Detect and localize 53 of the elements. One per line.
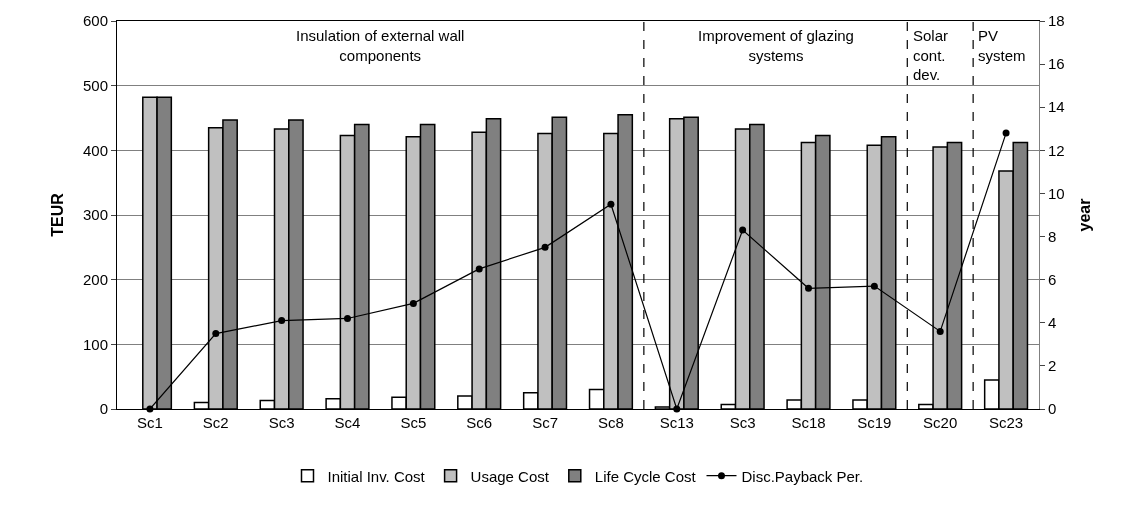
point: [607, 200, 615, 208]
x-tick-label: Sc20: [923, 414, 958, 431]
x-tick-label: Sc6: [466, 414, 493, 431]
annotation: Solar cont. dev.: [913, 27, 949, 83]
y2-tick-label: 4: [1048, 314, 1057, 332]
x-tick-label: Sc4: [334, 414, 361, 431]
x-tick-label: Sc13: [659, 414, 694, 431]
x-tick-label: Sc2: [202, 414, 229, 431]
point: [1002, 129, 1010, 137]
y-tick-label: 0: [99, 400, 108, 418]
x-tick-label: Sc18: [791, 414, 826, 431]
point: [212, 330, 220, 338]
x-tick-label: Sc19: [857, 414, 892, 431]
y2-axis-title: year: [1076, 198, 1094, 232]
legend-label: Usage Cost: [470, 467, 550, 485]
point: [541, 243, 549, 251]
y2-tick-label: 18: [1048, 12, 1065, 30]
legend-label: Disc.Payback Per.: [741, 467, 864, 485]
x-tick-label: Sc7: [532, 414, 558, 431]
x-tick-label: Sc5: [400, 414, 427, 431]
point: [475, 265, 483, 273]
y2-tick-label: 8: [1048, 227, 1057, 245]
y2-tick-label: 12: [1048, 141, 1065, 159]
y-tick-label: 500: [82, 76, 108, 94]
y-tick-label: 600: [82, 12, 108, 30]
annotation: Improvement of glazing systems: [698, 27, 854, 64]
point: [344, 314, 351, 322]
y2-tick-label: 2: [1048, 357, 1057, 375]
point: [409, 299, 417, 307]
point: [739, 226, 747, 234]
legend-label: Initial Inv. Cost: [327, 467, 426, 485]
x-tick-label: Sc3: [729, 414, 756, 431]
x-tick-label: Sc1: [137, 414, 163, 431]
point: [278, 317, 286, 325]
y-tick-label: 200: [82, 270, 108, 288]
y-axis-title: TEUR: [48, 192, 66, 237]
x-tick-label: Sc8: [598, 414, 624, 431]
x-tick-label: Sc23: [988, 414, 1024, 431]
y2-tick-label: 6: [1048, 270, 1057, 288]
point: [870, 282, 878, 290]
y-tick-label: 100: [82, 335, 108, 353]
x-tick-label: Sc3: [268, 414, 295, 431]
point: [805, 284, 812, 292]
y2-tick-label: 0: [1048, 400, 1057, 418]
legend-label: Life Cycle Cost: [594, 467, 697, 485]
y-tick-label: 300: [82, 206, 108, 224]
y2-tick-label: 10: [1048, 184, 1065, 202]
y2-tick-label: 16: [1048, 55, 1065, 73]
point: [936, 327, 944, 335]
y2-tick-label: 14: [1048, 98, 1065, 116]
annotation: Insulation of external wall components: [296, 27, 465, 64]
y-tick-label: 400: [82, 141, 108, 159]
annotation: PV system: [978, 27, 1026, 64]
